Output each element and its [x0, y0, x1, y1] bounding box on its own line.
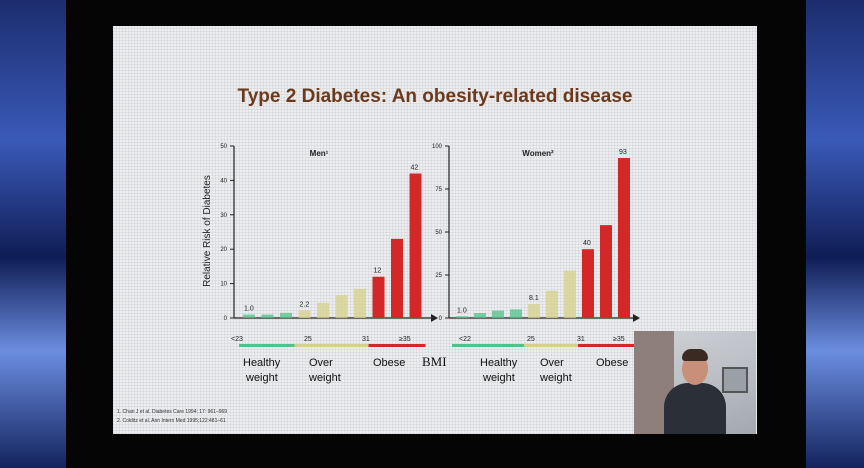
y-tick-label: 20 [220, 247, 227, 253]
y-tick-label: 10 [220, 282, 227, 288]
bar [456, 316, 468, 318]
bar [492, 310, 504, 318]
bar [298, 310, 311, 318]
data-label: 42 [411, 165, 419, 172]
background-right [802, 0, 864, 468]
category-band-healthy [452, 344, 526, 347]
category-band-over [294, 344, 370, 347]
bar [600, 225, 612, 318]
category-label-healthy: Healthy [480, 357, 518, 369]
category-label-healthy: Healthy [243, 357, 281, 369]
y-tick-label: 50 [220, 144, 227, 150]
bar [618, 158, 630, 318]
category-band-over [524, 344, 580, 347]
y-tick-label: 100 [432, 144, 443, 150]
x-tick-label: 25 [527, 336, 535, 343]
category-label-over: Over [309, 357, 333, 369]
x-tick-label: <23 [231, 336, 243, 343]
x-tick-label: ≥35 [399, 336, 411, 343]
x-tick-label: 31 [362, 336, 370, 343]
y-axis-label: Relative Risk of Diabetes [202, 175, 213, 287]
bar [280, 312, 292, 318]
category-band-obese [578, 344, 634, 347]
bar [354, 288, 366, 318]
category-band-healthy [239, 344, 296, 347]
bar [582, 249, 594, 318]
footnote-1: 1. Chan J et al. Diabetes Care 1994; 17:… [117, 409, 228, 415]
category-label-healthy-2: weight [482, 372, 515, 384]
webcam-picture-frame [722, 367, 748, 393]
x-axis-arrow [633, 314, 640, 322]
bar [243, 314, 255, 318]
category-label-healthy-2: weight [245, 372, 278, 384]
bar [391, 238, 403, 318]
presenter-body [664, 383, 726, 434]
bar [528, 304, 540, 318]
bar [317, 302, 329, 318]
background-left [0, 0, 70, 468]
y-tick-label: 0 [224, 316, 228, 322]
presenter-hair [682, 349, 708, 361]
data-label: 8.1 [529, 295, 539, 302]
bar [409, 173, 422, 318]
data-label: 12 [374, 268, 382, 275]
category-label-over-2: weight [308, 372, 341, 384]
y-tick-label: 25 [435, 273, 442, 279]
bar [474, 313, 486, 318]
bar [564, 270, 576, 318]
y-tick-label: 50 [435, 230, 442, 236]
data-label: 1.0 [457, 307, 467, 314]
footnote-2: 2. Colditz et al. Ann Intern Med 1995;12… [117, 418, 226, 424]
presenter-webcam [634, 331, 756, 434]
panel-title: Men¹ [310, 149, 329, 158]
data-label: 1.0 [244, 306, 254, 313]
bar [546, 290, 558, 318]
bmi-label: BMI [422, 354, 447, 369]
panel-title: Women² [522, 149, 554, 158]
x-tick-label: <22 [459, 336, 471, 343]
category-label-obese: Obese [596, 357, 628, 369]
bar [510, 309, 522, 318]
x-tick-label: ≥35 [613, 336, 625, 343]
category-label-over: Over [540, 357, 564, 369]
y-tick-label: 40 [220, 178, 227, 184]
data-label: 2.2 [300, 301, 310, 308]
y-tick-label: 0 [439, 316, 443, 322]
y-tick-label: 30 [220, 213, 227, 219]
bar [335, 294, 348, 318]
bar [372, 276, 385, 318]
data-label: 40 [583, 240, 591, 247]
bar [261, 314, 274, 318]
category-band-obese [368, 344, 426, 347]
charts-svg: 0 10 20 30 40 50 Men¹ 1.0 2.2 12 42 <23 25 31 ≥35 Healt… [202, 144, 640, 384]
y-tick-label: 75 [435, 187, 442, 193]
slide-title: Type 2 Diabetes: An obesity-related dise… [237, 86, 633, 107]
x-tick-label: 31 [577, 336, 585, 343]
category-label-over-2: weight [539, 372, 572, 384]
x-tick-label: 25 [304, 336, 312, 343]
category-label-obese: Obese [373, 357, 405, 369]
data-label: 93 [619, 149, 627, 156]
x-axis-arrow [431, 314, 438, 322]
